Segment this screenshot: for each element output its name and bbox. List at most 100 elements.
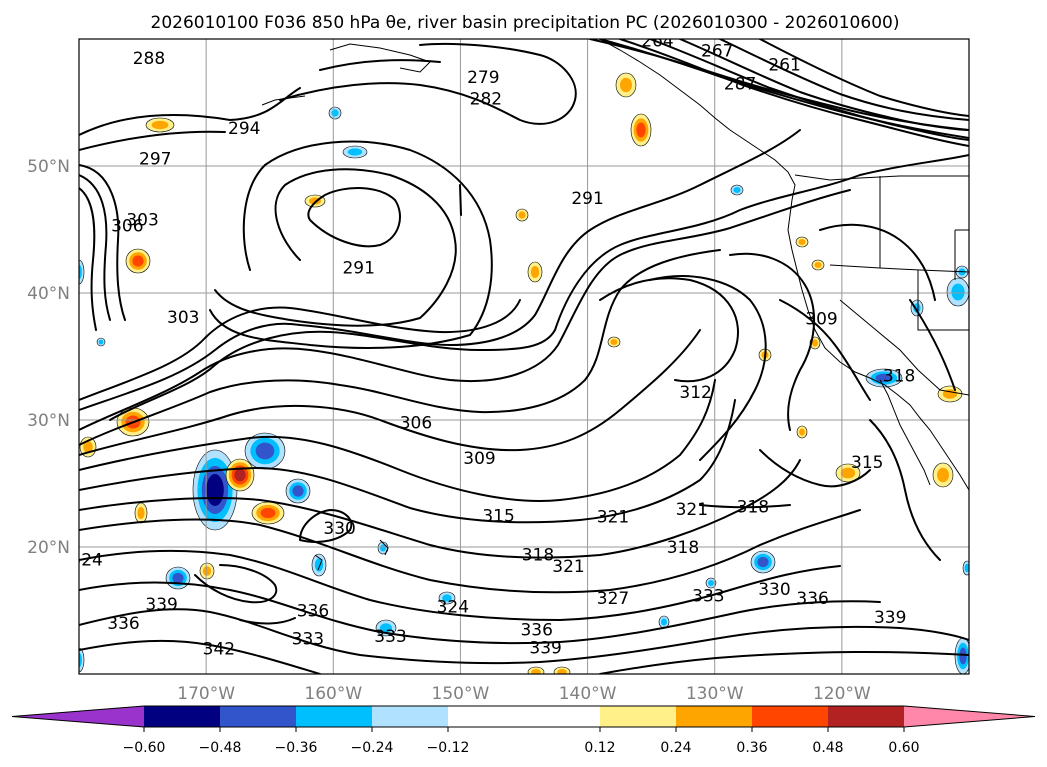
precip-anomaly-blob — [757, 556, 769, 568]
precip-anomaly-blob — [132, 255, 144, 267]
coastline — [829, 264, 969, 273]
precip-anomaly-blob — [814, 262, 822, 268]
precip-anomaly-blob — [79, 264, 82, 280]
colorbar-segment — [752, 706, 828, 727]
contour-label: 321 — [597, 508, 629, 528]
contour-label: 288 — [133, 49, 165, 69]
contour-label: 342 — [203, 640, 235, 660]
x-tick-label: 160°W — [304, 684, 362, 704]
contour-label: 318 — [667, 538, 699, 558]
contour-line — [79, 581, 881, 645]
contour-labels: 2882792822642672872612942973063032912913… — [70, 39, 915, 660]
contour-line — [79, 509, 861, 594]
contour-line — [79, 459, 801, 559]
precip-anomaly-blob — [733, 187, 741, 193]
colorbar-tick-label: −0.36 — [275, 740, 318, 756]
contour-line — [79, 608, 969, 665]
colorbar-segment — [448, 706, 600, 727]
colorbar-tick-label: −0.12 — [427, 740, 470, 756]
contour-label: 318 — [883, 367, 915, 387]
contour-label: 261 — [768, 55, 800, 75]
contour-line — [279, 42, 577, 125]
precip-anomaly-blob — [840, 467, 856, 479]
coastline — [917, 270, 969, 331]
precip-anomaly-blob — [530, 266, 540, 278]
y-tick-label: 50°N — [27, 157, 70, 177]
precip-anomaly-blob — [347, 148, 363, 156]
contour-line — [79, 174, 111, 321]
contour-line — [819, 223, 936, 301]
precip-anomaly-blob — [172, 572, 184, 584]
precip-anomaly-blob — [875, 373, 893, 383]
coastline — [879, 379, 931, 486]
precip-anomaly-blob — [292, 485, 304, 497]
coastline — [379, 539, 389, 556]
contour-label: 309 — [805, 309, 837, 329]
contour-line — [459, 184, 462, 216]
contour-label: 333 — [692, 586, 724, 606]
coastline — [329, 43, 431, 73]
precip-anomaly-blob — [79, 652, 82, 668]
contour-line — [109, 154, 969, 421]
contour-line — [869, 419, 941, 561]
contour-label: 333 — [374, 627, 406, 647]
precip-anomaly-blob — [331, 109, 339, 117]
contour-label: 318 — [522, 546, 554, 566]
y-axis-tick-labels: 50°N 40°N 30°N 20°N — [27, 157, 70, 558]
x-tick-label: 140°W — [559, 684, 617, 704]
contour-label: 336 — [520, 621, 552, 641]
colorbar-tick-label: −0.60 — [123, 740, 166, 756]
precip-anomaly-blob — [610, 339, 618, 345]
contour-label: 303 — [167, 308, 199, 328]
coastline — [314, 554, 323, 571]
contour-line — [79, 249, 721, 446]
contour-label: 267 — [701, 41, 733, 61]
contour-label: 306 — [400, 414, 432, 434]
contour-line — [759, 39, 969, 117]
x-tick-label: 170°W — [177, 684, 235, 704]
contour-line — [79, 164, 126, 321]
contour-line — [79, 129, 801, 411]
colorbar-tick-label: −0.48 — [199, 740, 242, 756]
contour-line — [649, 275, 767, 461]
colorbar-tick-label: −0.24 — [351, 740, 394, 756]
colorbar-tick-label: 0.24 — [660, 740, 691, 756]
map-background — [79, 39, 969, 674]
colorbar-segment — [220, 706, 296, 727]
contour-line — [649, 39, 969, 141]
contour-line — [79, 187, 97, 331]
colorbar-segment — [600, 706, 676, 727]
contour-line — [299, 509, 353, 543]
contour-line — [79, 549, 841, 621]
precip-anomaly-blob — [799, 428, 805, 436]
contour-line — [79, 379, 716, 502]
contour-line — [599, 277, 739, 383]
contour-line — [599, 650, 969, 674]
contour-line — [307, 187, 401, 248]
precip-anomaly-blob — [636, 122, 646, 138]
contour-label: 324 — [70, 551, 102, 571]
graticule — [79, 39, 969, 674]
contour-label: 336 — [796, 589, 828, 609]
contour-label: 282 — [470, 90, 502, 110]
contour-line — [759, 449, 871, 488]
contour-line — [909, 299, 956, 391]
contour-line — [214, 168, 457, 327]
contour-line — [79, 130, 226, 151]
precip-anomaly-blob — [206, 474, 224, 506]
contour-label: 336 — [297, 602, 329, 622]
colorbar-extend-max — [904, 706, 1035, 727]
contour-line — [79, 399, 736, 524]
y-tick-label: 40°N — [27, 284, 70, 304]
precip-anomaly-blob — [255, 442, 275, 460]
contour-label: 315 — [482, 506, 514, 526]
colorbar: −0.60 −0.48 −0.36 −0.24 −0.12 0.12 0.24 0.36 0.4… — [11, 705, 1036, 756]
precip-anomaly-blob — [708, 580, 714, 586]
precip-anomaly-blob — [964, 563, 969, 573]
contour-line — [79, 329, 701, 456]
contour-label: 297 — [139, 149, 171, 169]
contour-label: 321 — [552, 557, 584, 577]
contour-label: 294 — [228, 119, 260, 139]
precip-anomaly-blob — [260, 507, 276, 519]
